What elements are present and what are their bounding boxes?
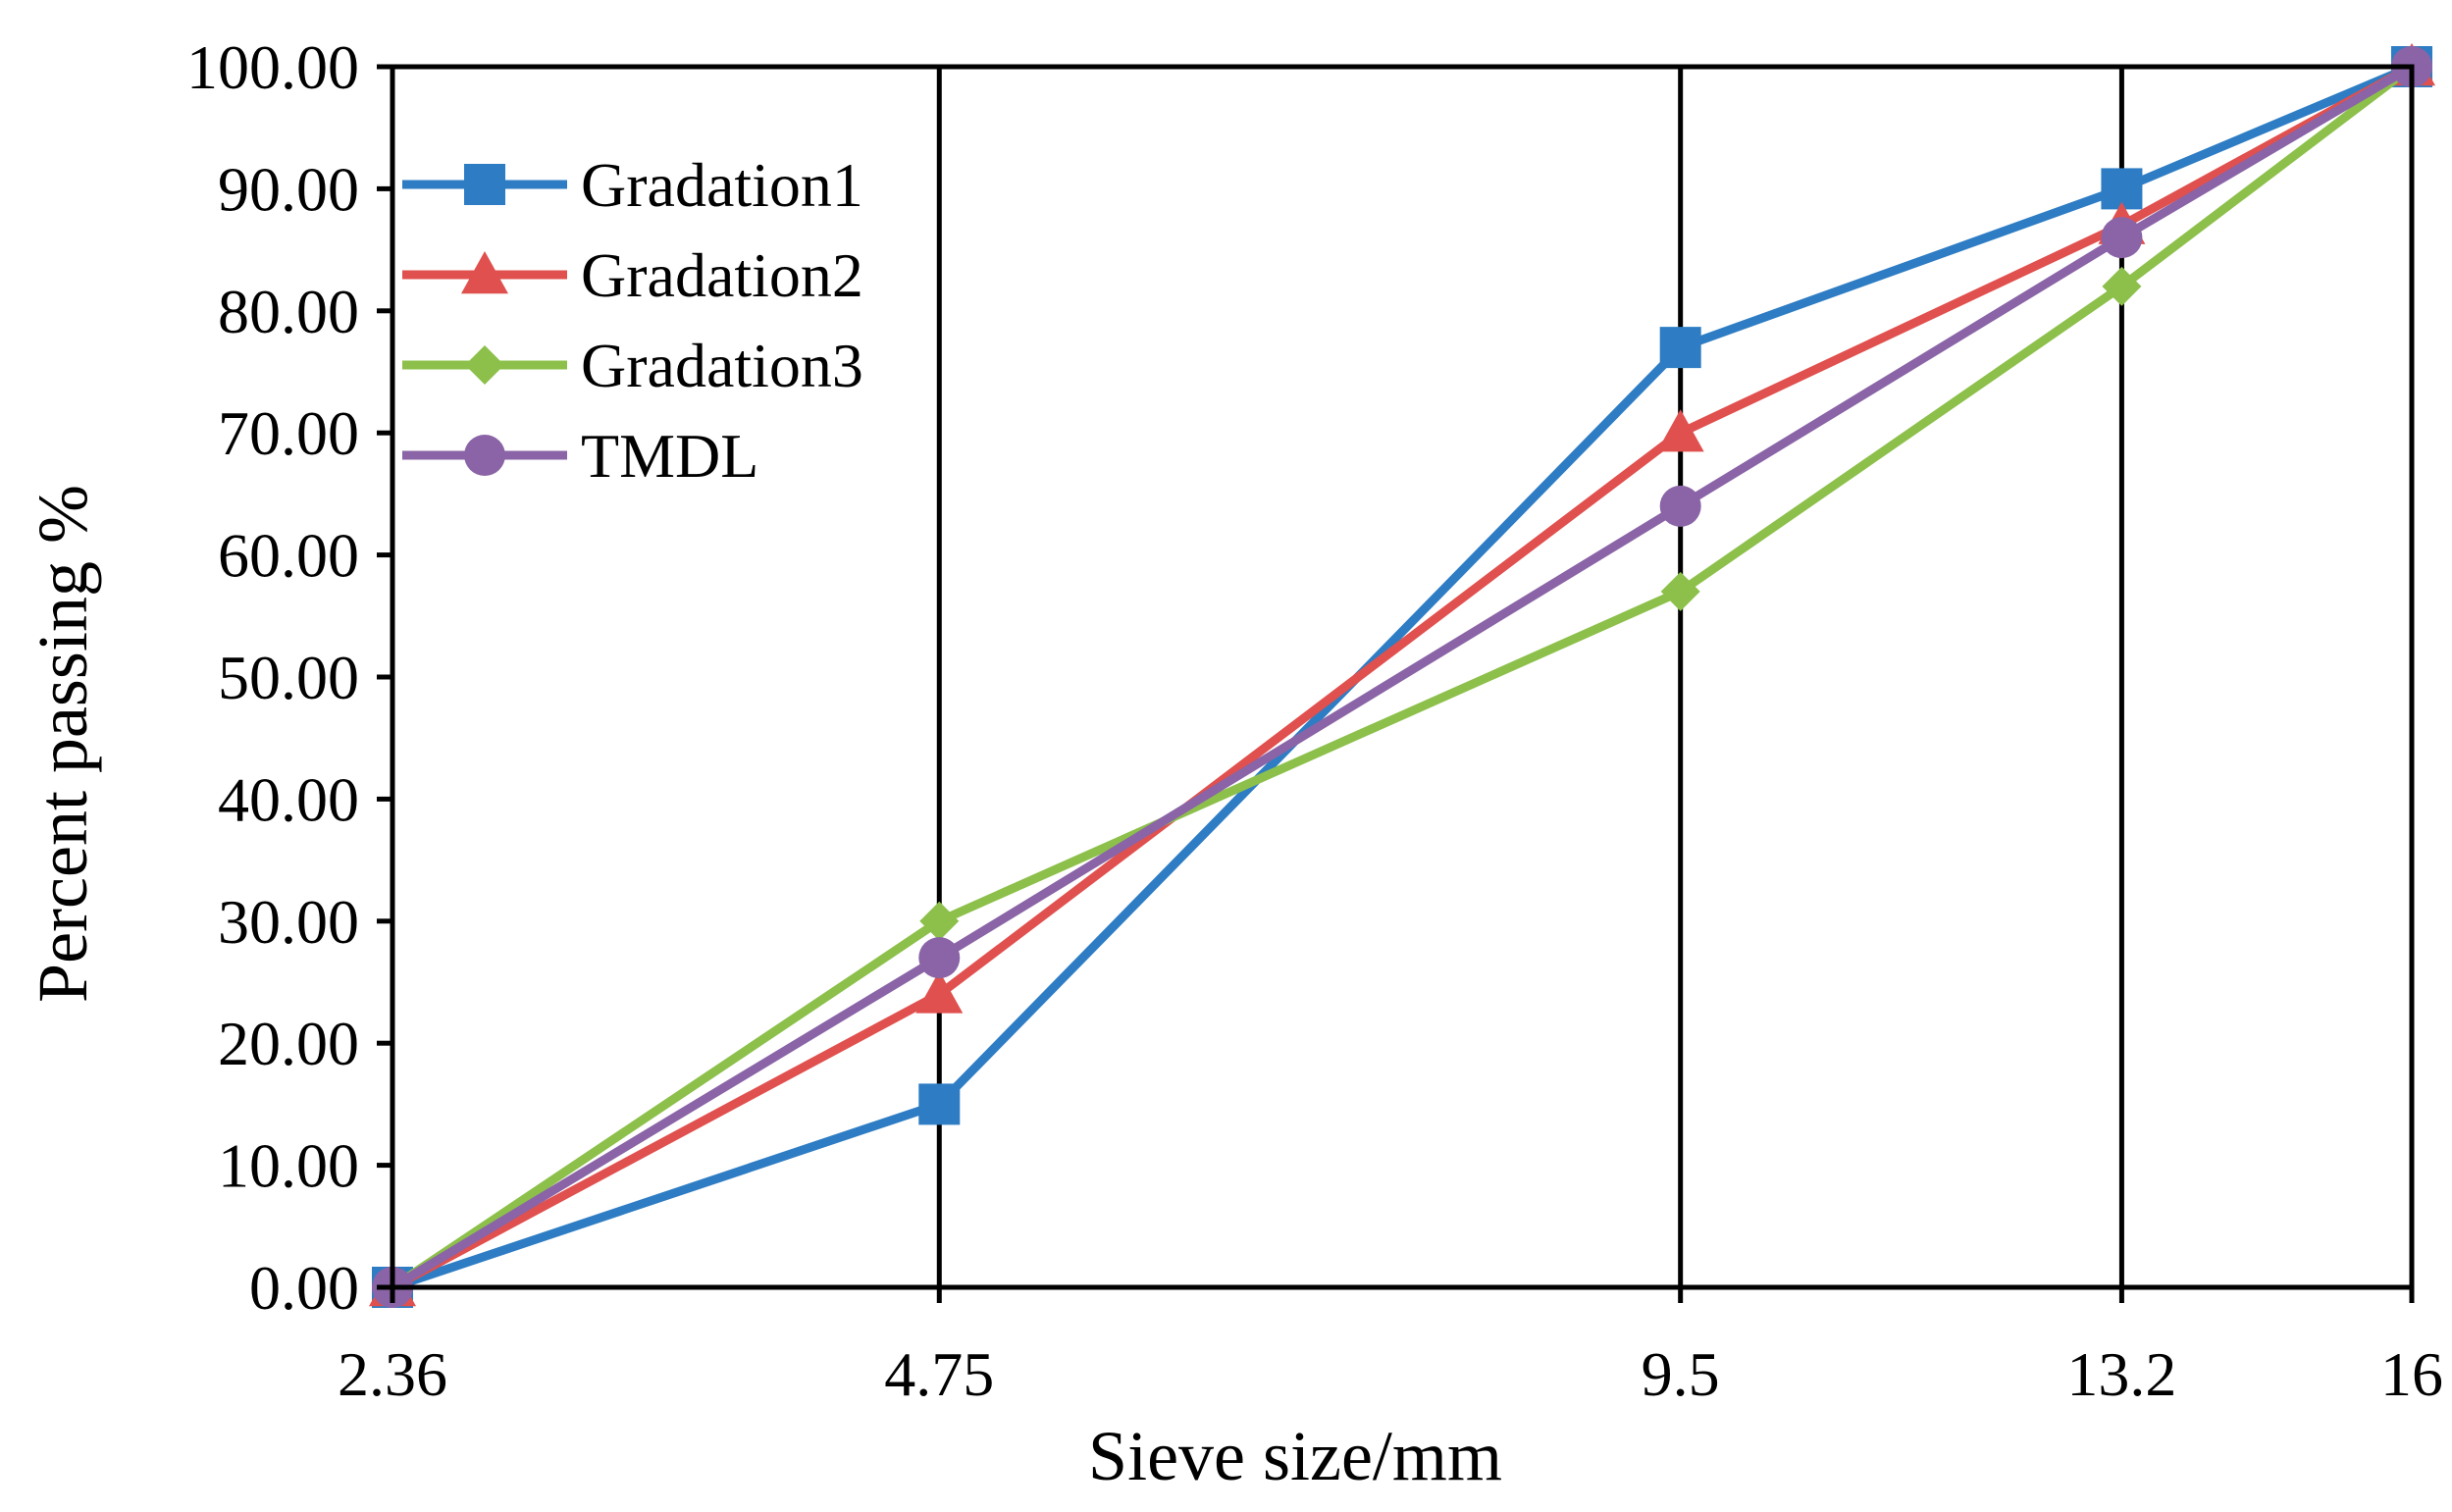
legend-marker-gradation3 <box>465 345 504 385</box>
legend-entry-gradation1: Gradation1 <box>402 150 863 220</box>
y-tick-label: 80.00 <box>218 277 359 346</box>
legend-label-gradation2: Gradation2 <box>581 240 863 310</box>
x-tick-label: 16 <box>2380 1339 2443 1409</box>
x-axis-title: Sieve size/mm <box>1088 1417 1502 1495</box>
legend-label-gradation3: Gradation3 <box>581 331 863 400</box>
x-tick-label: 2.36 <box>338 1339 447 1409</box>
legend-entry-gradation3: Gradation3 <box>402 331 863 400</box>
data-point-gradation1 <box>1659 327 1701 369</box>
legend-marker-gradation2 <box>461 251 508 294</box>
data-point-gradation2 <box>1656 409 1704 452</box>
axis-layer: 0.00 10.00 20.00 30.00 40.00 50.00 60.00 70.00 8… <box>186 32 2443 1409</box>
legend-label-gradation1: Gradation1 <box>581 150 863 220</box>
x-tick-label: 9.5 <box>1642 1339 1720 1409</box>
legend-entry-tmdl: TMDL <box>402 421 758 491</box>
y-tick-label: 90.00 <box>218 154 359 224</box>
y-tick-label: 100.00 <box>186 32 359 102</box>
legend-entry-gradation2: Gradation2 <box>402 240 863 310</box>
data-point-tmdl <box>2101 217 2143 259</box>
data-point-gradation3 <box>2102 266 2142 306</box>
y-tick-label: 40.00 <box>218 764 359 834</box>
y-tick-label: 60.00 <box>218 521 359 591</box>
y-tick-label: 10.00 <box>218 1131 359 1201</box>
y-tick-label: 0.00 <box>249 1253 359 1323</box>
series-layer <box>369 43 2435 1308</box>
data-point-gradation2 <box>915 970 964 1014</box>
legend: Gradation1 Gradation2 Gradation3 TMDL <box>402 150 863 491</box>
data-point-tmdl <box>1659 485 1701 527</box>
data-point-gradation3 <box>1660 571 1700 611</box>
x-tick-label: 4.75 <box>884 1339 994 1409</box>
legend-label-tmdl: TMDL <box>581 421 758 491</box>
y-tick-label: 50.00 <box>218 643 359 712</box>
y-tick-label: 20.00 <box>218 1009 359 1078</box>
legend-marker-gradation1 <box>464 164 505 205</box>
data-point-gradation1 <box>918 1083 961 1125</box>
y-axis-title: Percent passing % <box>24 485 102 1003</box>
legend-marker-tmdl <box>464 435 505 476</box>
y-tick-label: 30.00 <box>218 887 359 957</box>
data-point-tmdl <box>918 937 961 979</box>
data-point-gradation3 <box>919 901 960 941</box>
x-tick-label: 13.2 <box>2066 1339 2176 1409</box>
y-tick-label: 70.00 <box>218 398 359 468</box>
